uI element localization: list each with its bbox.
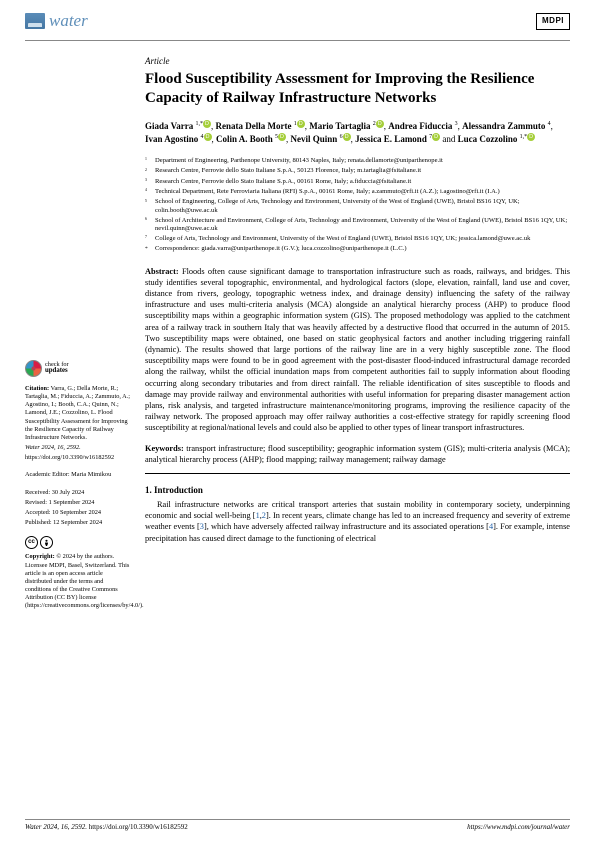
- citation-text: Varra, G.; Della Morte, R.; Tartaglia, M…: [25, 385, 130, 441]
- cc-icon: cc: [25, 536, 38, 549]
- cc-badge: cc: [25, 536, 131, 549]
- orcid-icon[interactable]: D: [343, 133, 351, 141]
- footer-right[interactable]: https://www.mdpi.com/journal/water: [467, 823, 570, 832]
- header-bar: water MDPI: [0, 0, 595, 38]
- orcid-icon[interactable]: D: [278, 133, 286, 141]
- intro-paragraph: Rail infrastructure networks are critica…: [145, 499, 570, 544]
- crossmark-icon: [25, 360, 42, 377]
- footer-left: Water 2024, 16, 2592. https://doi.org/10…: [25, 823, 188, 832]
- dates-block: Received: 30 July 2024 Revised: 1 Septem…: [25, 489, 131, 528]
- ref-1[interactable]: 1: [256, 511, 260, 520]
- orcid-icon[interactable]: D: [527, 133, 535, 141]
- article-type: Article: [145, 55, 570, 67]
- main-layout: check for updates Citation: Varra, G.; D…: [0, 55, 595, 620]
- article-title: Flood Susceptibility Assessment for Impr…: [145, 70, 570, 108]
- date-revised: Revised: 1 September 2024: [25, 499, 131, 507]
- content-column: Article Flood Susceptibility Assessment …: [145, 55, 570, 620]
- check-line2: updates: [45, 368, 69, 375]
- copyright-block: Copyright: © 2024 by the authors. Licens…: [25, 553, 131, 610]
- copyright-text: © 2024 by the authors. Licensee MDPI, Ba…: [25, 553, 144, 609]
- date-accepted: Accepted: 10 September 2024: [25, 509, 131, 517]
- mdpi-logo: MDPI: [536, 13, 570, 30]
- abstract-text: Floods often cause significant damage to…: [145, 267, 570, 433]
- copyright-label: Copyright:: [25, 553, 55, 560]
- footer-doi[interactable]: https://doi.org/10.3390/w16182592: [89, 823, 188, 831]
- keywords-label: Keywords:: [145, 444, 184, 453]
- editor-label: Academic Editor:: [25, 471, 70, 478]
- date-received: Received: 30 July 2024: [25, 489, 131, 497]
- header-rule: [25, 40, 570, 41]
- citation-label: Citation:: [25, 385, 49, 392]
- check-text: check for updates: [45, 362, 69, 375]
- abstract: Abstract: Floods often cause significant…: [145, 266, 570, 434]
- keywords-rule: [145, 473, 570, 474]
- keywords: Keywords: transport infrastructure; floo…: [145, 443, 570, 465]
- authors-line: Giada Varra 1,*D, Renata Della Morte 1D,…: [145, 120, 570, 147]
- citation-ref: Water 2024, 16, 2592.: [25, 444, 81, 451]
- orcid-icon[interactable]: D: [204, 133, 212, 141]
- affiliations: 1Department of Engineering, Parthenope U…: [145, 157, 570, 254]
- date-published: Published: 12 September 2024: [25, 519, 131, 527]
- abstract-label: Abstract:: [145, 267, 179, 276]
- intro-mid2: ], which have adversely affected railway…: [204, 522, 489, 531]
- journal-badge: water: [25, 10, 88, 33]
- check-for-updates[interactable]: check for updates: [25, 360, 131, 377]
- editor-block: Academic Editor: Maria Mimikou: [25, 471, 131, 479]
- water-icon: [25, 13, 45, 29]
- orcid-icon[interactable]: D: [203, 120, 211, 128]
- citation-block: Citation: Varra, G.; Della Morte, R.; Ta…: [25, 385, 131, 463]
- orcid-icon[interactable]: D: [432, 133, 440, 141]
- sidebar: check for updates Citation: Varra, G.; D…: [25, 55, 131, 620]
- editor-name: Maria Mimikou: [71, 471, 111, 478]
- orcid-icon[interactable]: D: [376, 120, 384, 128]
- by-icon: [40, 536, 53, 549]
- footer-ref: Water 2024, 16, 2592.: [25, 823, 87, 831]
- citation-doi[interactable]: https://doi.org/10.3390/w16182592: [25, 454, 131, 462]
- orcid-icon[interactable]: D: [297, 120, 305, 128]
- intro-heading: 1. Introduction: [145, 484, 570, 496]
- keywords-text: transport infrastructure; flood suscepti…: [145, 444, 570, 464]
- journal-name: water: [49, 10, 88, 33]
- footer: Water 2024, 16, 2592. https://doi.org/10…: [25, 819, 570, 832]
